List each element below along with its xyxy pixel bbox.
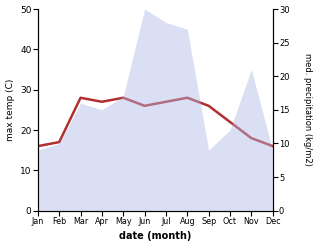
Y-axis label: max temp (C): max temp (C) [5,79,15,141]
Y-axis label: med. precipitation (kg/m2): med. precipitation (kg/m2) [303,53,313,166]
X-axis label: date (month): date (month) [119,231,191,242]
